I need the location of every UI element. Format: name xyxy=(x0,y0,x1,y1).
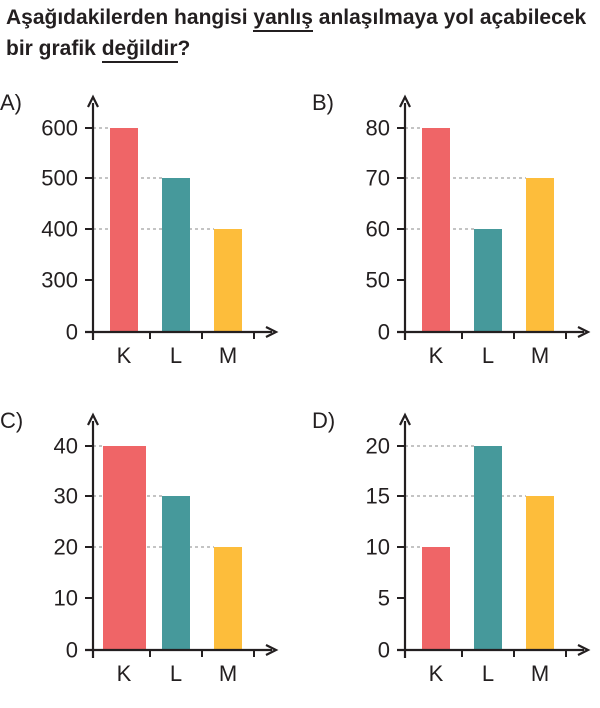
y-tick-label-b-0: 0 xyxy=(378,320,390,345)
y-tick-label-b-80: 80 xyxy=(366,116,390,141)
bar-chart-b: 0 50 60 70 80 K L M xyxy=(366,94,591,368)
option-label-b: B) xyxy=(312,90,334,115)
question-part-2: anlaşılmaya yol açabilecek bir grafik xyxy=(6,6,587,60)
y-axis-arrow-d xyxy=(399,412,411,426)
x-tick-label-a-m: M xyxy=(219,343,237,368)
x-tick-label-c-k: K xyxy=(117,661,132,686)
y-tick-label-d-0: 0 xyxy=(378,638,390,663)
chart-panel-b: B) 0 50 60 70 80 K L M xyxy=(312,90,600,390)
bar-chart-c: 0 10 20 30 40 K L M xyxy=(54,412,279,686)
option-label-c: C) xyxy=(0,408,24,433)
x-tick-label-a-k: K xyxy=(117,343,132,368)
y-tick-label-b-50: 50 xyxy=(366,268,390,293)
bar-d-k xyxy=(422,547,450,650)
question-part-1: Aşağıdakilerden hangisi xyxy=(6,6,254,29)
y-tick-label-c-10: 10 xyxy=(54,586,78,611)
y-tick-label-d-15: 15 xyxy=(366,484,390,509)
y-tick-label-a-600: 600 xyxy=(41,116,78,141)
bar-d-m xyxy=(526,496,554,650)
y-tick-label-c-0: 0 xyxy=(66,638,78,663)
x-tick-label-d-l: L xyxy=(482,661,494,686)
x-axis-arrow-d xyxy=(577,644,591,656)
y-axis-arrow-a xyxy=(87,94,99,108)
chart-panel-c: C) 0 10 20 30 40 K L M xyxy=(0,408,300,708)
y-axis-arrow-c xyxy=(87,412,99,426)
y-tick-label-a-0: 0 xyxy=(66,320,78,345)
x-tick-label-d-m: M xyxy=(531,661,549,686)
option-label-a: A) xyxy=(0,90,22,115)
underlined-word-yanlis: yanlış xyxy=(253,6,313,32)
y-tick-label-a-400: 400 xyxy=(41,217,78,242)
x-tick-label-c-l: L xyxy=(170,661,182,686)
bar-a-m xyxy=(214,229,242,332)
y-tick-label-b-60: 60 xyxy=(366,217,390,242)
bar-a-k xyxy=(110,128,138,332)
bar-b-l xyxy=(474,229,502,332)
x-axis-arrow-c xyxy=(265,644,279,656)
chart-panel-d: D) 0 5 10 15 20 K L M xyxy=(312,408,600,708)
bar-d-l xyxy=(474,446,502,650)
bar-b-k xyxy=(422,128,450,332)
chart-panel-a: A) 0 300 400 500 600 K L M xyxy=(0,90,300,390)
underlined-word-degildir: değildir xyxy=(101,37,178,63)
bar-chart-d: 0 5 10 15 20 K L M xyxy=(366,412,591,686)
x-tick-label-b-m: M xyxy=(531,343,549,368)
bar-chart-a: 0 300 400 500 600 K L M xyxy=(41,94,279,368)
y-tick-label-d-10: 10 xyxy=(366,535,390,560)
y-tick-label-d-5: 5 xyxy=(378,586,390,611)
question-text: Aşağıdakilerden hangisi yanlış anlaşılma… xyxy=(6,2,596,64)
x-axis-arrow-a xyxy=(265,326,279,338)
y-tick-label-b-70: 70 xyxy=(366,166,390,191)
x-tick-label-c-m: M xyxy=(219,661,237,686)
y-axis-arrow-b xyxy=(399,94,411,108)
y-tick-label-c-20: 20 xyxy=(54,535,78,560)
bar-b-m xyxy=(526,178,554,332)
x-tick-label-b-k: K xyxy=(429,343,444,368)
y-tick-label-c-30: 30 xyxy=(54,484,78,509)
bar-c-m xyxy=(214,547,242,650)
x-tick-label-b-l: L xyxy=(482,343,494,368)
bar-a-l xyxy=(162,178,190,332)
y-tick-label-c-40: 40 xyxy=(54,434,78,459)
y-tick-label-a-500: 500 xyxy=(41,166,78,191)
y-tick-label-a-300: 300 xyxy=(41,268,78,293)
x-axis-arrow-b xyxy=(577,326,591,338)
bar-c-l xyxy=(162,496,190,650)
question-part-3: ? xyxy=(177,37,191,60)
bar-c-k xyxy=(103,446,146,650)
y-tick-label-d-20: 20 xyxy=(366,434,390,459)
x-tick-label-a-l: L xyxy=(170,343,182,368)
x-tick-label-d-k: K xyxy=(429,661,444,686)
option-label-d: D) xyxy=(312,408,336,433)
